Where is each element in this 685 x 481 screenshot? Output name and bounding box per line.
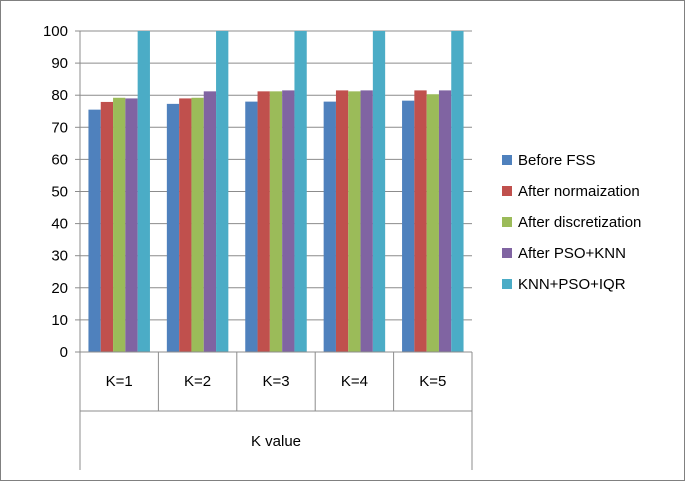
bars	[88, 31, 463, 352]
y-tick-label: 10	[51, 312, 68, 329]
bar	[216, 31, 228, 352]
legend-label: KNN+PSO+IQR	[518, 276, 626, 293]
x-axis-label: K value	[251, 433, 301, 450]
legend: Before FSS After normaization After discre…	[502, 152, 641, 293]
y-tick-label: 80	[51, 87, 68, 104]
x-tick-label: K=3	[262, 373, 289, 390]
legend-label: Before FSS	[518, 152, 596, 169]
legend-item: After normaization	[502, 183, 640, 200]
legend-item: After PSO+KNN	[502, 245, 626, 262]
legend-label: After discretization	[518, 214, 641, 231]
x-tick-label: K=5	[419, 373, 446, 390]
bar	[113, 98, 125, 352]
y-tick-label: 90	[51, 55, 68, 72]
bar	[245, 102, 257, 352]
legend-swatch	[502, 279, 512, 289]
bar	[361, 90, 373, 352]
y-tick-label: 40	[51, 216, 68, 233]
legend-swatch	[502, 248, 512, 258]
bar	[191, 98, 203, 352]
bar	[414, 90, 426, 352]
bar	[101, 102, 113, 352]
legend-item: KNN+PSO+IQR	[502, 276, 626, 293]
bar	[258, 91, 270, 352]
y-tick-label: 100	[43, 23, 68, 40]
legend-label: After normaization	[518, 183, 640, 200]
bar	[348, 91, 360, 352]
x-tick-labels: K=1 K=2 K=3 K=4 K=5	[106, 373, 447, 390]
x-tick-label: K=1	[106, 373, 133, 390]
bar	[402, 101, 414, 352]
bar	[427, 94, 439, 352]
legend-swatch	[502, 155, 512, 165]
legend-item: Before FSS	[502, 152, 596, 169]
legend-item: After discretization	[502, 214, 641, 231]
y-tick-label: 60	[51, 151, 68, 168]
bar	[204, 91, 216, 352]
legend-label: After PSO+KNN	[518, 245, 626, 262]
y-tick-label: 30	[51, 248, 68, 265]
bar	[282, 90, 294, 352]
bar	[324, 102, 336, 352]
bar	[270, 91, 282, 352]
x-tick-label: K=2	[184, 373, 211, 390]
bar	[88, 110, 100, 352]
bar	[439, 90, 451, 352]
y-tick-label: 0	[60, 344, 68, 361]
bar	[179, 98, 191, 352]
y-tick-label: 70	[51, 119, 68, 136]
bar	[125, 98, 137, 352]
y-tick-label: 20	[51, 280, 68, 297]
bar	[451, 31, 463, 352]
bar	[373, 31, 385, 352]
legend-swatch	[502, 217, 512, 227]
bar	[294, 31, 306, 352]
x-tick-label: K=4	[341, 373, 368, 390]
y-tick-labels: 0 10 20 30 40 50 60 70 80 90 100	[43, 23, 68, 361]
y-tick-label: 50	[51, 184, 68, 201]
legend-swatch	[502, 186, 512, 196]
bar	[336, 90, 348, 352]
bar	[167, 104, 179, 352]
bar	[138, 31, 150, 352]
